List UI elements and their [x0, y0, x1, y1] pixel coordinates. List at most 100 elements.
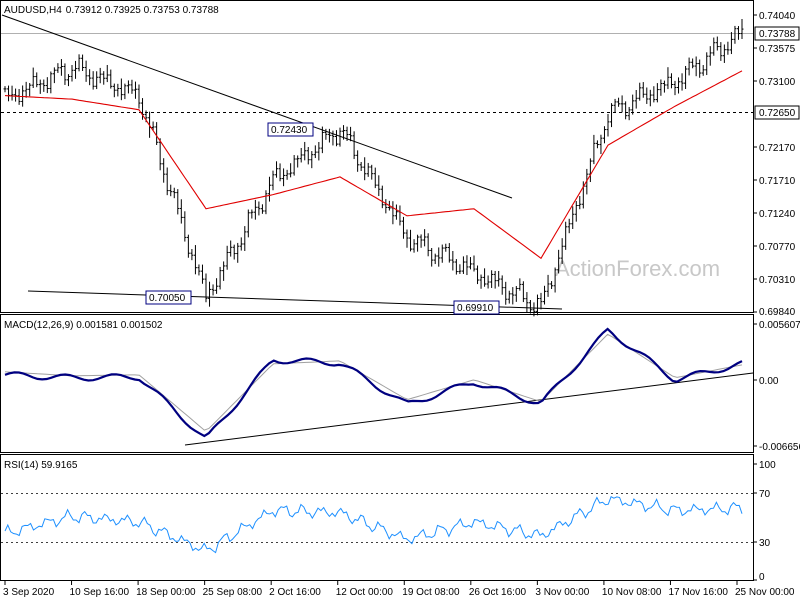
price-bar [52, 67, 56, 84]
price-bar [409, 229, 413, 252]
price-bar [10, 85, 14, 101]
price-bar [662, 80, 666, 93]
time-tick-label: 25 Nov 00:00 [735, 587, 795, 598]
price-bar [289, 163, 293, 178]
price-bar [324, 128, 328, 140]
price-bar [186, 234, 190, 258]
price-bar [264, 190, 268, 215]
price-bar [405, 229, 409, 248]
price-bar [370, 164, 374, 180]
price-bar [560, 238, 564, 264]
time-tick-label: 10 Nov 08:00 [602, 587, 662, 598]
price-bar [641, 82, 645, 98]
price-bar [437, 247, 441, 267]
price-bar [59, 59, 63, 76]
price-bar [447, 243, 451, 263]
price-bar [310, 151, 314, 169]
price-bar [299, 147, 303, 163]
price-bar [338, 127, 342, 147]
price-bar [126, 80, 130, 94]
price-bar [91, 71, 95, 90]
current-price-label-bg [754, 26, 800, 41]
rsi-tick: 100 [759, 460, 776, 471]
price-bar [500, 275, 504, 295]
price-bar [726, 41, 730, 55]
price-bar [137, 84, 141, 109]
price-bar [193, 245, 197, 275]
price-bar [518, 278, 522, 291]
price-bar [236, 242, 240, 263]
price-tick: 0.74040 [759, 11, 796, 22]
price-bar [571, 206, 575, 230]
price-bar [331, 130, 335, 146]
price-bar [634, 90, 638, 109]
price-bar [486, 275, 490, 289]
price-bar [28, 83, 32, 97]
price-bar [412, 239, 416, 253]
price-bar [613, 98, 617, 113]
price-bar [56, 63, 60, 73]
price-bar [444, 243, 448, 252]
price-bar [105, 64, 109, 83]
price-bar [546, 274, 550, 297]
price-bar [669, 73, 673, 89]
price-bar [24, 81, 28, 98]
time-tick-label: 18 Sep 00:00 [136, 587, 196, 598]
price-bar [553, 267, 557, 293]
price-bar [557, 249, 561, 274]
price-tick: 0.72170 [759, 143, 796, 154]
price-bar [267, 176, 271, 202]
macd-panel-title: MACD(12,26,9) 0.001581 0.001502 [4, 320, 163, 331]
price-bar [84, 60, 88, 82]
price-bar [433, 253, 437, 265]
price-bar [133, 81, 137, 99]
price-bar [631, 94, 635, 115]
price-bar [179, 199, 183, 224]
price-bar [275, 161, 279, 178]
price-bar [588, 158, 592, 183]
price-bar [638, 82, 642, 101]
price-bar [155, 122, 159, 145]
price-bar [296, 155, 300, 168]
price-bar [595, 140, 599, 149]
price-bar [602, 126, 606, 144]
price-bar [655, 83, 659, 103]
price-bar [271, 170, 275, 191]
price-bar [493, 270, 497, 289]
macd-tick: -0.006656 [759, 442, 800, 453]
price-bar [691, 58, 695, 69]
price-bar [648, 89, 652, 107]
marked-level-label-bg [754, 105, 800, 120]
price-bar [225, 245, 229, 270]
price-bar [705, 52, 709, 76]
price-bar [454, 259, 458, 275]
price-bar [419, 234, 423, 248]
price-bar [543, 285, 547, 305]
price-bar [342, 125, 346, 140]
price-bar [222, 261, 226, 281]
rsi-tick: 0 [759, 572, 765, 583]
price-bar [719, 42, 723, 61]
price-bar [532, 302, 536, 317]
price-bar [652, 86, 656, 103]
price-bar [666, 67, 670, 90]
price-bar [352, 131, 356, 160]
price-bar [578, 196, 582, 210]
price-panel-frame [0, 0, 754, 313]
price-bar [592, 134, 596, 165]
price-bar [416, 234, 420, 252]
price-bar [465, 255, 469, 276]
time-tick-label: 3 Nov 00:00 [535, 587, 589, 598]
price-bar [401, 216, 405, 239]
macd-tick: 0.00 [759, 376, 779, 387]
price-bar [687, 57, 691, 76]
price-bar [458, 264, 462, 275]
price-bar [694, 56, 698, 77]
price-bar [394, 204, 398, 220]
price-bar [528, 299, 532, 314]
price-bar [384, 199, 388, 214]
price-bar [320, 126, 324, 154]
macd-axis: 0.005607 0.00 -0.006656 [753, 320, 800, 453]
price-bar [74, 60, 78, 79]
